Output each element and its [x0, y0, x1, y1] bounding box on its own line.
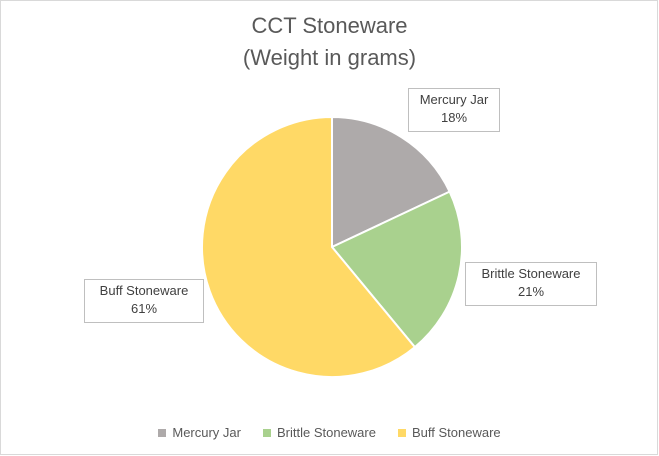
- pie-slice-buff-stoneware: [201, 115, 417, 378]
- data-label-name: Brittle Stoneware: [481, 266, 581, 281]
- legend-item-mercury-jar: Mercury Jar: [158, 425, 241, 440]
- legend-swatch: [158, 428, 167, 437]
- legend: Mercury Jar Brittle Stoneware Buff Stone…: [0, 425, 659, 440]
- chart-title-line-1: CCT Stoneware: [251, 13, 408, 38]
- data-label-value: 18%: [440, 110, 468, 125]
- data-label-value: 61%: [130, 301, 158, 316]
- data-label-name: Buff Stoneware: [99, 283, 189, 298]
- legend-item-buff-stoneware: Buff Stoneware: [397, 425, 501, 440]
- data-label-mercury-jar: Mercury Jar 18%: [408, 88, 500, 132]
- legend-label: Brittle Stoneware: [276, 425, 376, 440]
- data-label-buff-stoneware: Buff Stoneware 61%: [84, 279, 204, 323]
- data-label-brittle-stoneware: Brittle Stoneware 21%: [465, 262, 597, 306]
- legend-item-brittle-stoneware: Brittle Stoneware: [262, 425, 376, 440]
- data-label-name: Mercury Jar: [419, 92, 489, 107]
- legend-swatch: [262, 428, 271, 437]
- legend-label: Mercury Jar: [172, 425, 241, 440]
- legend-swatch: [397, 428, 406, 437]
- pie-slice-brittle-stoneware: [330, 190, 463, 349]
- legend-label: Buff Stoneware: [411, 425, 501, 440]
- pie-slice-mercury-jar: [331, 115, 451, 249]
- data-label-value: 21%: [517, 284, 545, 299]
- chart-title-line-2: (Weight in grams): [242, 45, 417, 70]
